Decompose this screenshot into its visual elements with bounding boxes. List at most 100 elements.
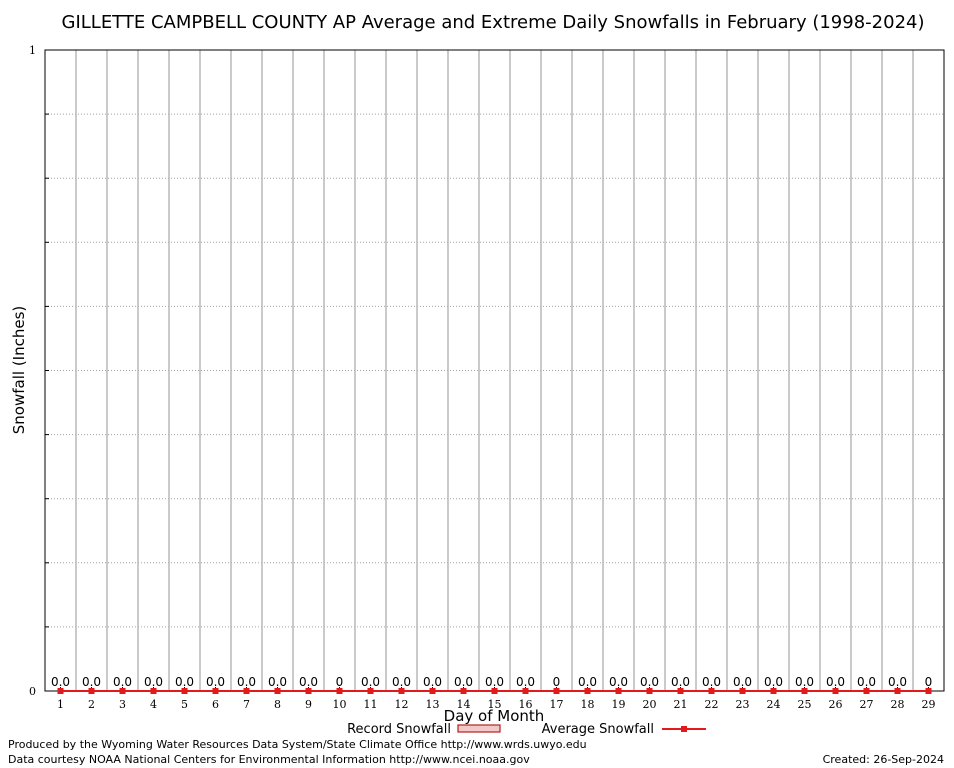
x-tick-label: 2 [88,698,95,711]
x-tick-label: 26 [829,698,843,711]
average-snowfall-point [181,688,188,694]
average-snowfall-point [801,688,808,694]
data-label: 0.0 [857,675,876,689]
x-tick-label: 23 [736,698,750,711]
data-label: 0.0 [268,675,287,689]
x-tick-label: 8 [274,698,281,711]
average-snowfall-point [398,688,405,694]
data-label: 0 [336,675,344,689]
legend-record-swatch [457,724,501,733]
grid [45,50,944,691]
data-label: 0.0 [454,675,473,689]
x-tick-label: 24 [767,698,781,711]
x-tick-label: 6 [212,698,219,711]
x-tick-label: 15 [488,698,502,711]
x-tick-label: 22 [705,698,719,711]
average-snowfall-point [646,688,653,694]
average-snowfall-point [336,688,343,694]
x-tick-label: 10 [333,698,347,711]
y-tick-label: 0 [29,685,36,698]
data-label: 0.0 [237,675,256,689]
data-label: 0.0 [578,675,597,689]
data-label: 0.0 [144,675,163,689]
legend-record-label: Record Snowfall [347,722,451,737]
plot-frame [44,49,945,692]
average-snowfall-point [88,688,95,694]
data-label: 0.0 [113,675,132,689]
legend: Record Snowfall Average Snowfall [347,722,706,737]
average-snowfall-point [119,688,126,694]
footer-produced-by: Produced by the Wyoming Water Resources … [8,738,587,751]
x-tick-label: 17 [550,698,564,711]
data-label: 0.0 [51,675,70,689]
data-label: 0.0 [826,675,845,689]
average-snowfall-point [832,688,839,694]
average-snowfall-point [150,688,157,694]
data-label: 0.0 [795,675,814,689]
average-snowfall-line [57,688,932,694]
x-tick-label: 12 [395,698,409,711]
x-tick-label: 13 [426,698,440,711]
x-tick-label: 29 [922,698,936,711]
data-label: 0.0 [485,675,504,689]
average-snowfall-point [522,688,529,694]
average-snowfall-point [212,688,219,694]
data-label: 0.0 [888,675,907,689]
data-label: 0.0 [671,675,690,689]
x-tick-label: 9 [305,698,312,711]
average-snowfall-point [925,688,932,694]
y-tick-label: 1 [29,44,36,57]
x-tick-label: 19 [612,698,626,711]
average-snowfall-point [677,688,684,694]
average-snowfall-point [243,688,250,694]
legend-average-marker [681,726,687,732]
footer-created-date: Created: 26-Sep-2024 [823,753,944,766]
average-snowfall-point [770,688,777,694]
average-snowfall-point [57,688,64,694]
data-label: 0.0 [702,675,721,689]
x-axis-ticks: 1 2 3 4 5 6 7 8 9 10 11 12 13 14 15 16 17 18 19 20 21 22 23 24 2… [57,687,936,711]
x-tick-label: 20 [643,698,657,711]
data-label: 0 [553,675,561,689]
data-label: 0.0 [516,675,535,689]
x-tick-label: 18 [581,698,595,711]
data-label: 0.0 [764,675,783,689]
x-tick-label: 4 [150,698,157,711]
data-label: 0.0 [733,675,752,689]
x-tick-label: 14 [457,698,471,711]
legend-average-label: Average Snowfall [542,722,654,737]
footer-data-courtesy: Data courtesy NOAA National Centers for … [8,753,530,766]
average-snowfall-point [367,688,374,694]
average-snowfall-point [274,688,281,694]
data-label: 0.0 [361,675,380,689]
data-labels: 0.0 0.0 0.0 0.0 0.0 0.0 0.0 0.0 0.0 0 0.0 0.0 0.0 0.0… [51,675,932,689]
x-tick-label: 28 [891,698,905,711]
data-label: 0.0 [609,675,628,689]
x-tick-label: 7 [243,698,250,711]
x-tick-label: 3 [119,698,126,711]
data-label: 0.0 [640,675,659,689]
x-tick-label: 27 [860,698,874,711]
average-snowfall-point [460,688,467,694]
average-snowfall-point [615,688,622,694]
chart-title: GILLETTE CAMPBELL COUNTY AP Average and … [62,12,925,33]
data-label: 0.0 [206,675,225,689]
average-snowfall-point [739,688,746,694]
data-label: 0.0 [423,675,442,689]
x-tick-label: 5 [181,698,188,711]
data-label: 0.0 [175,675,194,689]
average-snowfall-point [894,688,901,694]
data-label: 0.0 [392,675,411,689]
x-tick-label: 16 [519,698,533,711]
y-axis-label: Snowfall (Inches) [10,306,28,434]
data-label: 0.0 [299,675,318,689]
average-snowfall-point [491,688,498,694]
x-tick-label: 1 [57,698,64,711]
average-snowfall-point [708,688,715,694]
average-snowfall-point [305,688,312,694]
x-tick-label: 25 [798,698,812,711]
average-snowfall-point [429,688,436,694]
y-axis-ticks: 01 [29,44,50,698]
x-tick-label: 21 [674,698,688,711]
